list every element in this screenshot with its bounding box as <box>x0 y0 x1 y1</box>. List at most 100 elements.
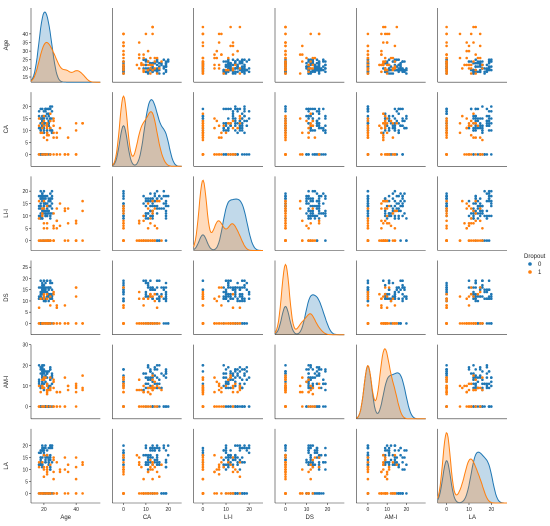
scatter-point <box>478 117 482 120</box>
scatter-point <box>243 405 246 408</box>
scatter-point <box>52 117 55 120</box>
scatter-point <box>284 364 287 367</box>
scatter-point <box>403 126 406 130</box>
scatter-point <box>50 194 54 198</box>
scatter-point <box>387 279 391 283</box>
scatter-point <box>231 372 235 375</box>
scatter-point <box>144 463 148 467</box>
scatter-point <box>324 468 327 471</box>
kde-fill-1 <box>356 348 426 419</box>
scatter-point <box>399 192 402 195</box>
y-tick-label: 0 <box>25 152 28 158</box>
scatter-point <box>307 492 310 495</box>
scatter-point <box>385 117 389 120</box>
scatter-point <box>391 60 395 63</box>
scatter-point <box>284 473 287 476</box>
scatter-point <box>243 444 246 447</box>
scatter-point <box>231 63 235 67</box>
scatter-point <box>137 56 141 60</box>
scatter-point <box>309 239 313 242</box>
scatter-point <box>487 197 491 200</box>
scatter-point <box>385 297 389 301</box>
scatter-point <box>222 129 225 132</box>
scatter-point <box>315 67 319 70</box>
scatter-point <box>151 32 154 36</box>
scatter-point <box>201 364 205 367</box>
scatter-point <box>476 70 480 74</box>
scatter-point <box>467 214 471 218</box>
scatter-point <box>47 370 50 373</box>
scatter-point <box>476 124 480 127</box>
scatter-point <box>284 219 287 223</box>
scatter-point <box>160 372 163 375</box>
scatter-point <box>220 390 223 394</box>
scatter-point <box>478 197 482 200</box>
scatter-point <box>284 458 287 462</box>
scatter-point <box>52 380 55 384</box>
scatter-point <box>236 322 239 325</box>
scatter-point <box>158 67 161 70</box>
scatter-point <box>37 239 41 242</box>
scatter-point <box>393 124 397 127</box>
scatter-point <box>229 124 232 127</box>
scatter-point <box>224 60 228 63</box>
scatter-point <box>476 107 480 111</box>
scatter-point <box>472 209 475 213</box>
scatter-point <box>217 136 221 139</box>
scatter-point <box>324 153 327 156</box>
scatter-point <box>41 463 44 467</box>
scatter-point <box>487 114 491 118</box>
scatter-point <box>309 214 313 218</box>
scatter-point <box>467 122 471 125</box>
scatter-point <box>445 129 448 132</box>
scatter-point <box>311 382 315 386</box>
scatter-point <box>387 199 391 203</box>
scatter-point <box>317 366 321 369</box>
scatter-point <box>160 239 163 242</box>
scatter-point <box>478 214 482 218</box>
scatter-point <box>213 63 216 67</box>
scatter-point <box>476 204 480 208</box>
scatter-point <box>465 63 469 67</box>
scatter-point <box>135 63 139 67</box>
scatter-point <box>66 322 70 325</box>
scatter-point <box>164 60 168 63</box>
scatter-point <box>149 456 152 459</box>
scatter-point <box>245 68 249 72</box>
scatter-point <box>490 105 493 108</box>
scatter-point <box>153 194 157 198</box>
scatter-point <box>213 405 216 408</box>
scatter-point <box>238 366 242 369</box>
scatter-point <box>160 295 163 298</box>
scatter-point <box>247 297 251 301</box>
scatter-point <box>311 117 315 120</box>
scatter-point <box>137 378 141 382</box>
scatter-point <box>44 446 47 450</box>
scatter-point <box>238 119 242 123</box>
scatter-point <box>146 199 150 203</box>
scatter-point <box>313 217 317 220</box>
scatter-point <box>397 290 401 294</box>
scatter-point <box>311 458 315 462</box>
scatter-point <box>227 107 230 111</box>
scatter-point <box>395 463 399 467</box>
scatter-point <box>405 72 408 75</box>
scatter-point <box>74 222 78 225</box>
scatter-point <box>445 136 448 139</box>
scatter-point <box>445 209 448 213</box>
scatter-point <box>234 376 237 379</box>
scatter-point <box>201 138 205 142</box>
scatter-point <box>391 207 395 210</box>
scatter-point <box>387 446 391 450</box>
scatter-point <box>215 405 219 408</box>
scatter-point <box>469 32 473 36</box>
scatter-point <box>401 297 404 301</box>
scatter-point <box>311 56 315 60</box>
scatter-point <box>445 378 448 382</box>
scatter-point <box>391 153 395 156</box>
scatter-point <box>485 376 489 379</box>
scatter-point <box>445 32 448 36</box>
scatter-point <box>245 60 249 63</box>
